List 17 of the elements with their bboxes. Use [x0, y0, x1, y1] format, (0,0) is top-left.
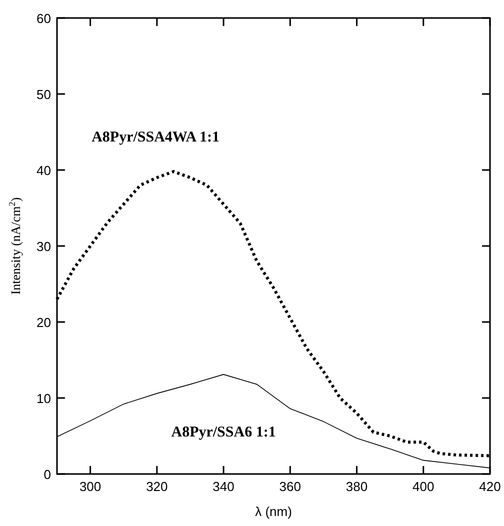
y-tick-label: 50	[36, 87, 51, 102]
text: A8Pyr/SSA4WA 1:1	[92, 130, 220, 146]
y-tick-label: 20	[36, 315, 51, 330]
y-tick-label: 60	[36, 11, 51, 26]
x-tick-label: 400	[412, 479, 434, 494]
x-tick-label: 300	[79, 479, 102, 494]
y-tick-label: 30	[36, 239, 51, 254]
x-tick-label: 360	[279, 479, 302, 494]
y-tick-label: 10	[36, 391, 51, 406]
x-axis-title: λ (nm)	[255, 504, 292, 519]
x-tick-label: 340	[212, 479, 234, 494]
x-tick-label: 380	[346, 479, 368, 494]
series-label: A8Pyr/SSA6 1:1	[171, 424, 276, 440]
x-tick-label: 420	[479, 479, 501, 494]
x-tick-label: 320	[146, 479, 168, 494]
y-tick-label: 40	[36, 163, 51, 178]
y-tick-label: 0	[44, 467, 51, 482]
